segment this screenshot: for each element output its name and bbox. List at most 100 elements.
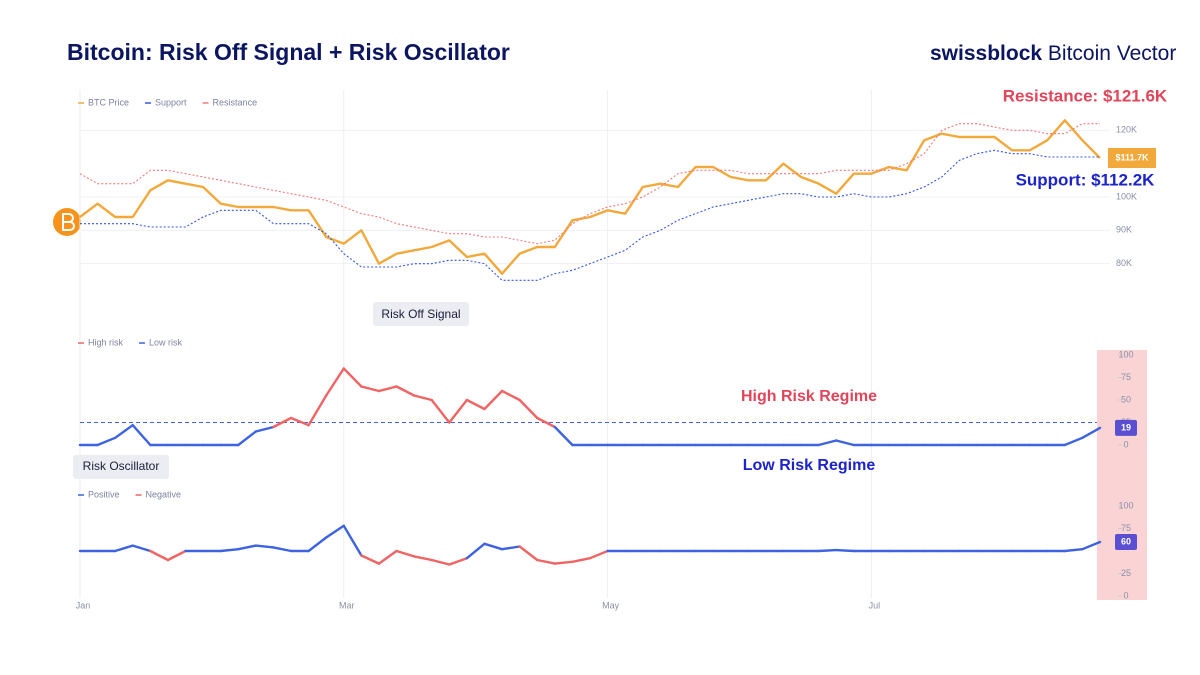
y-tick-label: 0 bbox=[1123, 439, 1128, 449]
panel-chip bbox=[73, 455, 169, 479]
series-segment bbox=[553, 425, 574, 447]
series-segment bbox=[448, 557, 469, 566]
x-tick-label: May bbox=[602, 600, 620, 610]
series-line bbox=[80, 149, 1100, 281]
series-line bbox=[79, 119, 1101, 275]
legend-label: Negative bbox=[146, 489, 182, 499]
chart-title: Bitcoin: Risk Off Signal + Risk Oscillat… bbox=[67, 39, 510, 65]
series-segment bbox=[465, 398, 486, 411]
series-segment bbox=[588, 549, 609, 560]
series-segment bbox=[96, 436, 117, 447]
panel-label: Risk Off Signal bbox=[381, 307, 460, 321]
series-segment bbox=[237, 430, 258, 447]
legend-label: Positive bbox=[88, 489, 120, 499]
y-tick-label: 80K bbox=[1116, 258, 1132, 268]
series-segment bbox=[237, 544, 258, 551]
panel-label: Risk Oscillator bbox=[83, 459, 160, 473]
annotation: Low Risk Regime bbox=[743, 457, 876, 474]
series-segment bbox=[325, 524, 345, 539]
series-segment bbox=[272, 416, 293, 429]
x-tick-label: Mar bbox=[339, 600, 355, 610]
series-segment bbox=[817, 548, 838, 553]
brand-product: Bitcoin Vector bbox=[1048, 42, 1176, 65]
annotation: Resistance: $121.6K bbox=[1003, 86, 1168, 105]
value-tag bbox=[1115, 534, 1137, 550]
series-segment bbox=[430, 398, 451, 424]
series-segment bbox=[536, 416, 557, 429]
series-segment bbox=[483, 389, 504, 411]
series-segment bbox=[1081, 540, 1102, 551]
series-segment bbox=[360, 554, 381, 565]
legend-label: Support bbox=[155, 97, 187, 107]
series-segment bbox=[448, 398, 469, 424]
y-tick-label: 100 bbox=[1118, 349, 1133, 359]
series-segment bbox=[536, 558, 557, 565]
series-segment bbox=[835, 548, 855, 553]
value-tag bbox=[1115, 419, 1137, 436]
series-segment bbox=[219, 548, 240, 553]
y-tick-label: 50 bbox=[1121, 394, 1131, 404]
series-segment bbox=[377, 549, 398, 565]
series-segment bbox=[325, 367, 345, 397]
series-segment bbox=[342, 367, 363, 388]
y-tick-label: 75 bbox=[1121, 523, 1131, 533]
series-segment bbox=[307, 394, 328, 427]
series-segment bbox=[412, 555, 433, 562]
legend-label: Low risk bbox=[149, 337, 183, 347]
series-segment bbox=[254, 425, 275, 433]
x-tick-label: Jan bbox=[76, 600, 91, 610]
y-tick-label: 120K bbox=[1116, 125, 1137, 135]
series-segment bbox=[1063, 436, 1084, 447]
series-segment bbox=[149, 549, 170, 562]
brand: swissblock Bitcoin Vector bbox=[930, 42, 1176, 65]
series-segment bbox=[342, 524, 363, 557]
series-segment bbox=[360, 385, 381, 393]
price-tag-label: $111.7K bbox=[1115, 152, 1149, 162]
y-tick-label: 90K bbox=[1116, 225, 1132, 235]
annotation: Support: $112.2K bbox=[1016, 170, 1156, 189]
series-segment bbox=[571, 557, 592, 563]
y-tick-label: 25 bbox=[1121, 568, 1131, 578]
legend-label: High risk bbox=[88, 337, 124, 347]
series-segment bbox=[272, 546, 293, 553]
y-tick-label: 0 bbox=[1123, 590, 1128, 600]
series-line bbox=[79, 123, 1100, 245]
x-tick-label: Jul bbox=[869, 600, 881, 610]
series-segment bbox=[518, 545, 539, 562]
series-segment bbox=[166, 549, 187, 562]
series-segment bbox=[289, 416, 310, 427]
series-segment bbox=[412, 394, 433, 402]
series-segment bbox=[113, 544, 134, 553]
series-segment bbox=[500, 389, 521, 402]
y-tick-label: 100 bbox=[1118, 500, 1133, 510]
highlight-band bbox=[1097, 350, 1147, 600]
brand-name: swissblock bbox=[930, 42, 1042, 65]
series-segment bbox=[395, 549, 416, 558]
series-segment bbox=[500, 545, 521, 551]
series-segment bbox=[1081, 426, 1102, 439]
series-segment bbox=[113, 424, 134, 439]
series-segment bbox=[553, 560, 574, 565]
series-segment bbox=[483, 542, 504, 551]
series-segment bbox=[1063, 548, 1084, 553]
series-segment bbox=[518, 398, 539, 420]
annotation: High Risk Regime bbox=[741, 388, 877, 405]
legend-label: BTC Price bbox=[88, 97, 129, 107]
series-segment bbox=[395, 385, 416, 397]
series-segment bbox=[835, 439, 855, 447]
series-segment bbox=[307, 536, 328, 553]
series-segment bbox=[254, 544, 275, 549]
bitcoin-icon-glyph bbox=[62, 213, 75, 231]
series-segment bbox=[131, 544, 152, 553]
series-segment bbox=[430, 558, 451, 566]
price-tag bbox=[1108, 148, 1156, 168]
series-segment bbox=[465, 542, 486, 560]
legend-label: Resistance bbox=[213, 97, 258, 107]
y-tick-label: 75 bbox=[1121, 372, 1131, 382]
series-segment bbox=[817, 439, 838, 447]
panel-chip bbox=[373, 302, 469, 326]
value-tag-label: 60 bbox=[1121, 536, 1131, 546]
y-tick-label: 100K bbox=[1116, 191, 1137, 201]
series-segment bbox=[377, 385, 398, 393]
value-tag-label: 19 bbox=[1121, 422, 1131, 432]
